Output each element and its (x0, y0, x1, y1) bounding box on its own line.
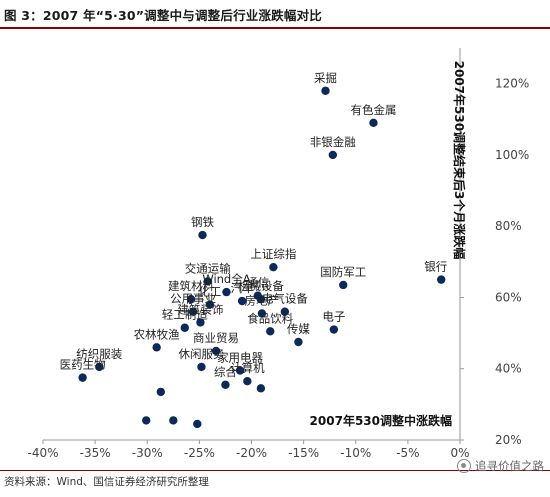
point-label: 建筑材料 (168, 279, 214, 293)
data-point (328, 150, 338, 160)
data-point (205, 300, 214, 309)
data-point (235, 366, 245, 375)
header-divider (0, 27, 550, 29)
source-note: 资料来源：Wind、国信证券经济研究所整理 (4, 476, 209, 488)
watermark-text: 追寻价值之路 (475, 459, 544, 473)
x-tick-label: -5% (396, 446, 419, 460)
data-point (95, 362, 104, 372)
y-tick-label: 40% (495, 362, 522, 376)
data-point (243, 377, 252, 386)
point-label: Wind全A (202, 272, 250, 286)
figure-header: 图 3：2007 年“5·30”调整中与调整后行业涨跌幅对比 (0, 0, 550, 28)
data-point (142, 416, 151, 425)
figure-title: 图 3：2007 年“5·30”调整中与调整后行业涨跌幅对比 (4, 7, 322, 23)
data-point (321, 86, 330, 95)
point-label: 食品饮料 (247, 311, 293, 325)
data-point (437, 275, 446, 284)
data-point (237, 296, 247, 306)
point-label: 公用事业 (170, 292, 216, 306)
data-point (369, 118, 378, 128)
data-point (180, 323, 189, 332)
data-point (169, 416, 178, 425)
point-label: 电气设备 (262, 292, 308, 306)
data-point (339, 280, 348, 290)
x-tick-label: -15% (288, 446, 319, 460)
x-tick-label: -35% (80, 446, 111, 460)
wechat-icon (457, 459, 471, 473)
y-tick-label: 100% (495, 148, 529, 162)
data-point (329, 325, 339, 334)
point-label: 建筑装饰 (177, 302, 223, 316)
point-label: 休闲服务 (178, 347, 224, 361)
data-point (156, 387, 166, 397)
point-label: 通信 (246, 276, 269, 290)
data-point (280, 307, 290, 316)
point-label: 传媒 (287, 322, 310, 336)
data-point (197, 362, 206, 372)
data-point (221, 380, 230, 389)
y-tick-label: 60% (495, 290, 522, 304)
x-tick-label: -30% (132, 446, 163, 460)
point-label: 电子 (322, 310, 345, 324)
y-tick-label: 80% (495, 219, 522, 233)
point-label: 采掘 (314, 71, 337, 85)
data-point (256, 295, 266, 304)
data-point (198, 230, 207, 240)
point-label: 机械设备 (238, 279, 284, 293)
point-label: 农林牧渔 (134, 327, 180, 341)
point-label: 计算机 (230, 361, 265, 375)
point-label: 医药生物 (60, 358, 106, 372)
x-tick-label: 0% (450, 446, 469, 460)
point-label: 轻工制造 (162, 308, 208, 322)
point-label: 国防军工 (320, 265, 366, 279)
x-tick-label: -25% (184, 446, 215, 460)
point-label: 钢铁 (191, 215, 214, 229)
data-point (203, 277, 212, 286)
x-tick-label: -10% (340, 446, 371, 460)
y-tick-label: 20% (495, 433, 522, 447)
x-axis-ticks: -40% -35% -30% -25% -20% -15% -10% -5% 0% (27, 440, 470, 460)
data-point (294, 337, 303, 347)
data-point (196, 318, 205, 327)
data-point (78, 373, 87, 382)
point-label: 汽车 (231, 281, 254, 295)
point-label: 综合 (214, 365, 237, 379)
data-point (257, 309, 267, 318)
data-point (193, 419, 202, 429)
x-tick-label: -40% (27, 446, 58, 460)
y-tick-label: 120% (495, 77, 529, 91)
point-label: 家用电器 (217, 351, 263, 365)
data-point (266, 327, 275, 336)
point-label: 银行 (424, 260, 447, 274)
data-point (211, 346, 221, 356)
point-label: 非银金融 (310, 135, 356, 149)
data-point (152, 343, 161, 352)
data-point (188, 307, 198, 316)
y-axis-ticks: 20% 40% 60% 80% 100% 120% (460, 77, 529, 447)
data-point (269, 262, 278, 272)
scatter-chart: -40% -35% -30% -25% -20% -15% -10% -5% 0% 20% 40%… (27, 48, 529, 460)
x-axis-title: 2007年530调整中涨跌幅 (310, 413, 452, 428)
point-label: 商业贸易 (193, 331, 239, 345)
data-point (256, 384, 266, 393)
data-point (222, 287, 231, 297)
data-point (186, 295, 196, 304)
x-tick-label: -20% (236, 446, 267, 460)
point-label: 纺织服装 (76, 347, 122, 361)
footer-divider (0, 470, 550, 471)
watermark: 追寻价值之路 (457, 458, 544, 474)
point-label: 有色金属 (350, 103, 396, 117)
point-label: 房地产 (245, 293, 280, 307)
point-label: 化工 (198, 285, 221, 299)
y-axis-title: 2007年530调整结束后3个月涨跌幅 (452, 61, 467, 260)
point-label: 交通运输 (185, 261, 231, 275)
point-label: 上证综指 (250, 247, 296, 261)
